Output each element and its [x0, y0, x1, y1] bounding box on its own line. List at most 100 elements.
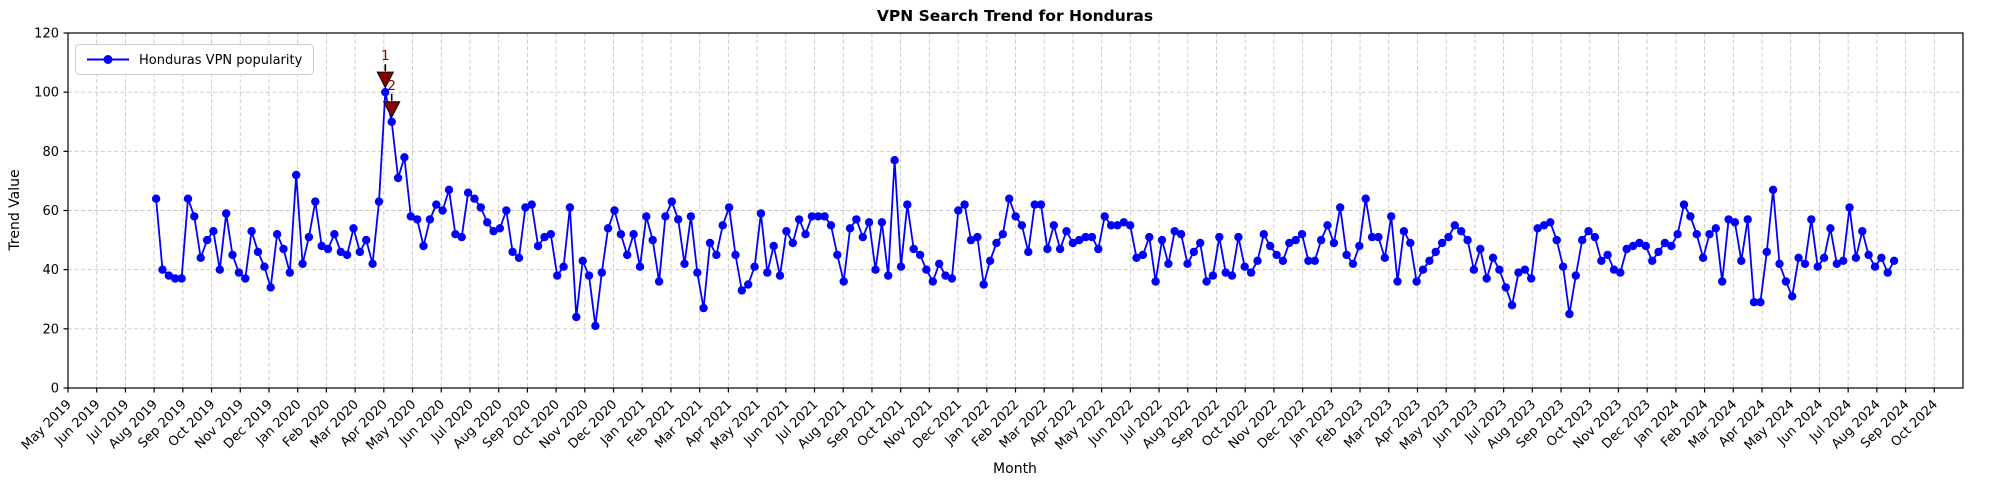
data-point	[578, 256, 587, 265]
data-point	[1584, 227, 1593, 236]
data-point	[1431, 247, 1440, 257]
data-point	[1049, 221, 1059, 230]
data-point	[928, 277, 937, 286]
data-point	[1068, 238, 1078, 248]
data-point	[1259, 230, 1269, 239]
data-point	[1788, 292, 1797, 301]
data-point	[451, 230, 460, 239]
data-point	[884, 271, 893, 280]
data-point	[915, 250, 925, 260]
chart-title: VPN Search Trend for Honduras	[877, 7, 1153, 25]
data-point	[374, 197, 384, 206]
data-point	[648, 235, 657, 245]
y-tick-label: 60	[42, 204, 59, 219]
data-point	[966, 235, 976, 245]
data-point	[1622, 244, 1631, 254]
data-point	[406, 212, 415, 221]
data-point	[1157, 235, 1167, 245]
data-point	[1119, 218, 1129, 227]
data-point	[559, 262, 568, 271]
data-point	[1196, 238, 1205, 248]
data-point	[1501, 283, 1511, 292]
data-point	[1571, 271, 1581, 280]
data-point	[1775, 259, 1784, 268]
data-point	[432, 200, 441, 209]
data-point	[1546, 218, 1555, 227]
data-point	[864, 218, 874, 227]
data-point	[941, 271, 950, 280]
data-point	[1094, 244, 1103, 254]
y-tick-label: 40	[42, 263, 59, 278]
data-point	[457, 232, 466, 242]
data-point	[1558, 262, 1568, 271]
data-point	[1075, 235, 1084, 245]
data-point	[1756, 298, 1765, 307]
data-point	[1749, 298, 1759, 307]
data-point	[960, 200, 969, 209]
data-point	[177, 274, 186, 283]
data-point	[234, 268, 244, 277]
data-point	[731, 250, 740, 260]
data-point	[1851, 253, 1861, 262]
data-point	[1145, 232, 1154, 242]
data-point	[1291, 235, 1300, 245]
data-point	[890, 156, 899, 165]
data-point	[1864, 250, 1873, 260]
data-point	[1476, 244, 1485, 254]
data-point	[183, 194, 193, 203]
data-point	[623, 250, 632, 260]
data-point	[1399, 227, 1409, 236]
data-point	[1826, 224, 1835, 233]
data-point	[1087, 232, 1097, 242]
data-point	[775, 271, 785, 280]
data-point	[1877, 253, 1886, 262]
data-point	[1718, 277, 1727, 286]
data-point	[463, 188, 473, 197]
data-point	[1418, 265, 1428, 274]
data-point	[553, 271, 562, 280]
data-point	[1533, 224, 1542, 233]
data-point	[304, 232, 314, 242]
data-point	[686, 212, 696, 221]
data-point	[744, 280, 753, 289]
legend: Honduras VPN popularity	[75, 44, 314, 75]
data-point	[845, 224, 855, 233]
data-point	[871, 265, 880, 274]
data-point	[1711, 224, 1721, 233]
data-point	[1660, 238, 1670, 248]
data-point	[1705, 230, 1714, 239]
data-point	[387, 117, 396, 127]
data-point	[947, 274, 957, 283]
data-point	[1590, 232, 1600, 242]
data-point	[1616, 268, 1625, 277]
axis-ticks	[63, 32, 1935, 393]
data-point	[1641, 241, 1651, 251]
data-point	[1329, 238, 1339, 248]
data-point	[1444, 232, 1453, 242]
data-point	[922, 265, 931, 274]
trend-series	[151, 88, 1899, 331]
data-point	[826, 221, 836, 230]
data-point	[1858, 227, 1867, 236]
data-point	[1170, 227, 1179, 236]
data-point	[794, 215, 804, 224]
data-point	[1628, 241, 1638, 251]
data-point	[858, 232, 867, 242]
data-point	[413, 215, 422, 224]
data-point	[705, 238, 715, 248]
data-point	[1380, 253, 1390, 262]
data-point	[1036, 200, 1046, 209]
data-point	[979, 280, 988, 289]
data-point	[298, 259, 307, 268]
data-point	[1164, 259, 1173, 268]
legend-marker-icon	[103, 55, 113, 64]
annotation-caret-icon	[382, 101, 401, 119]
data-point	[737, 286, 746, 295]
data-point	[1800, 259, 1810, 268]
y-tick-label: 0	[51, 382, 59, 397]
data-point	[909, 244, 918, 254]
data-point	[591, 321, 600, 331]
data-point	[642, 212, 651, 221]
data-point	[782, 227, 791, 236]
data-point	[272, 230, 282, 239]
